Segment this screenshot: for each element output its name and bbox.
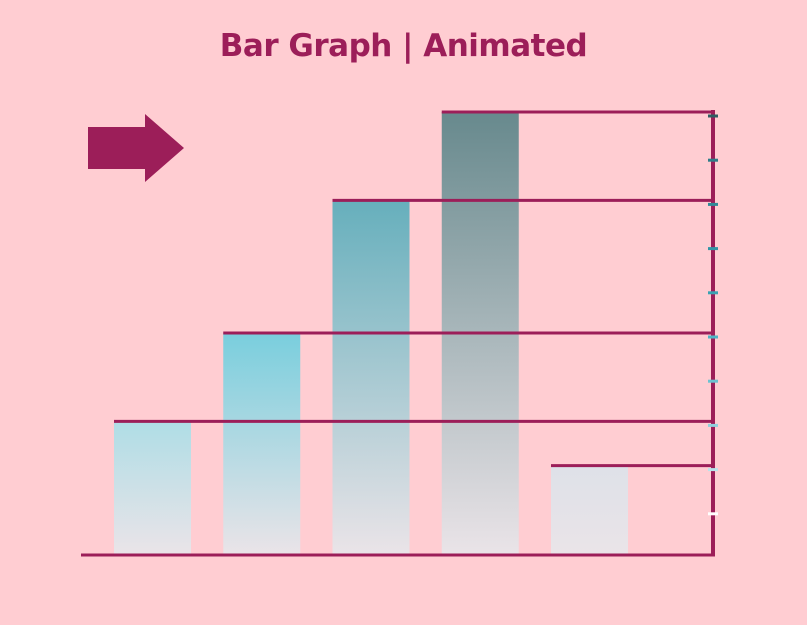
bars-layer — [114, 112, 628, 554]
y-tick-3 — [708, 202, 718, 206]
right-arrow-shape — [88, 114, 184, 182]
y-tick-9 — [708, 468, 718, 472]
y-tick-7 — [708, 379, 718, 383]
bar-3 — [332, 200, 410, 554]
value-lines-layer — [114, 110, 713, 468]
bar-2 — [223, 333, 301, 554]
y-tick-1 — [708, 114, 718, 118]
y-tick-2 — [708, 158, 718, 162]
bar-1 — [114, 421, 191, 554]
y-tick-4 — [708, 247, 718, 251]
axis-layer — [81, 110, 718, 557]
y-tick-10 — [708, 512, 718, 516]
y-tick-5 — [708, 291, 718, 295]
bar-5 — [551, 465, 628, 554]
right-arrow-icon — [88, 114, 184, 182]
chart-title: Bar Graph | Animated — [219, 28, 588, 64]
y-tick-6 — [708, 335, 718, 339]
y-tick-8 — [708, 423, 718, 427]
